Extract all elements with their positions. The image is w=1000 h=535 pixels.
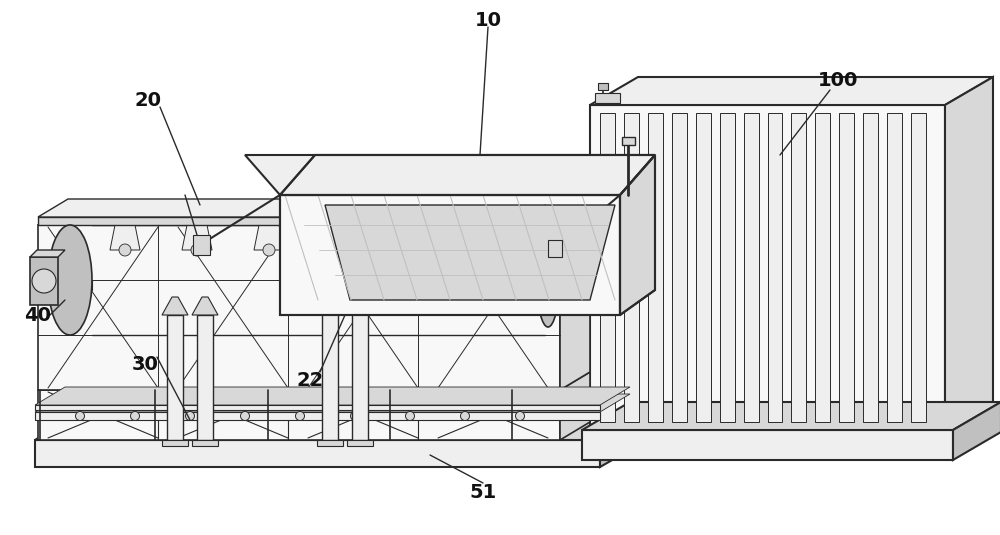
Text: 22: 22 [296, 371, 324, 389]
Circle shape [263, 244, 275, 256]
Polygon shape [322, 285, 338, 440]
Polygon shape [887, 113, 902, 422]
Polygon shape [945, 77, 993, 430]
Polygon shape [254, 225, 284, 250]
Polygon shape [560, 207, 590, 390]
Polygon shape [598, 83, 608, 90]
Circle shape [76, 411, 85, 421]
Polygon shape [192, 297, 218, 315]
Polygon shape [768, 113, 782, 422]
Polygon shape [326, 225, 356, 250]
Polygon shape [696, 113, 711, 422]
Polygon shape [672, 113, 687, 422]
Polygon shape [620, 155, 655, 315]
Circle shape [119, 244, 131, 256]
Polygon shape [35, 420, 635, 440]
Polygon shape [38, 217, 560, 225]
Circle shape [186, 411, 195, 421]
Circle shape [131, 411, 140, 421]
Ellipse shape [48, 225, 92, 335]
Polygon shape [791, 113, 806, 422]
Polygon shape [35, 405, 600, 410]
Polygon shape [245, 155, 655, 195]
Circle shape [296, 411, 305, 421]
Circle shape [351, 411, 360, 421]
Polygon shape [167, 315, 183, 440]
Polygon shape [35, 387, 630, 405]
Polygon shape [595, 93, 620, 103]
Text: 51: 51 [469, 484, 497, 502]
Polygon shape [648, 113, 663, 422]
Circle shape [32, 269, 56, 293]
Polygon shape [110, 225, 140, 250]
Text: 100: 100 [818, 71, 858, 89]
Polygon shape [624, 113, 639, 422]
Circle shape [479, 244, 491, 256]
Polygon shape [582, 402, 1000, 430]
Polygon shape [600, 113, 615, 422]
Text: 40: 40 [25, 305, 52, 325]
Polygon shape [744, 113, 759, 422]
Polygon shape [470, 225, 500, 250]
Polygon shape [35, 412, 600, 420]
Polygon shape [347, 267, 373, 285]
Text: 30: 30 [132, 355, 158, 374]
Polygon shape [590, 105, 945, 430]
Polygon shape [317, 267, 343, 285]
Polygon shape [30, 257, 58, 305]
Polygon shape [953, 402, 1000, 460]
Text: 10: 10 [475, 11, 502, 29]
Polygon shape [911, 113, 926, 422]
Polygon shape [280, 195, 620, 315]
Circle shape [406, 411, 415, 421]
Polygon shape [600, 420, 635, 467]
Polygon shape [317, 440, 343, 446]
Polygon shape [720, 113, 735, 422]
Polygon shape [30, 250, 65, 257]
Polygon shape [590, 77, 993, 105]
Polygon shape [38, 199, 590, 217]
Polygon shape [162, 440, 188, 446]
Circle shape [460, 411, 470, 421]
Polygon shape [560, 372, 590, 440]
Polygon shape [582, 430, 953, 460]
Polygon shape [193, 235, 210, 255]
Polygon shape [182, 225, 212, 250]
Polygon shape [325, 205, 615, 300]
Polygon shape [352, 285, 368, 440]
Circle shape [241, 411, 250, 421]
Polygon shape [38, 225, 560, 390]
Polygon shape [35, 440, 600, 467]
Polygon shape [162, 297, 188, 315]
Polygon shape [38, 207, 590, 225]
Circle shape [335, 244, 347, 256]
Polygon shape [815, 113, 830, 422]
Ellipse shape [537, 237, 559, 327]
Polygon shape [622, 137, 635, 145]
Text: 20: 20 [135, 90, 162, 110]
Polygon shape [347, 440, 373, 446]
Polygon shape [38, 390, 560, 440]
Polygon shape [197, 315, 213, 440]
Polygon shape [192, 440, 218, 446]
Polygon shape [38, 372, 590, 390]
Polygon shape [548, 240, 562, 257]
Circle shape [516, 411, 524, 421]
Polygon shape [839, 113, 854, 422]
Circle shape [407, 244, 419, 256]
Circle shape [191, 244, 203, 256]
Polygon shape [280, 155, 655, 195]
Polygon shape [863, 113, 878, 422]
Polygon shape [35, 394, 630, 412]
Polygon shape [398, 225, 428, 250]
